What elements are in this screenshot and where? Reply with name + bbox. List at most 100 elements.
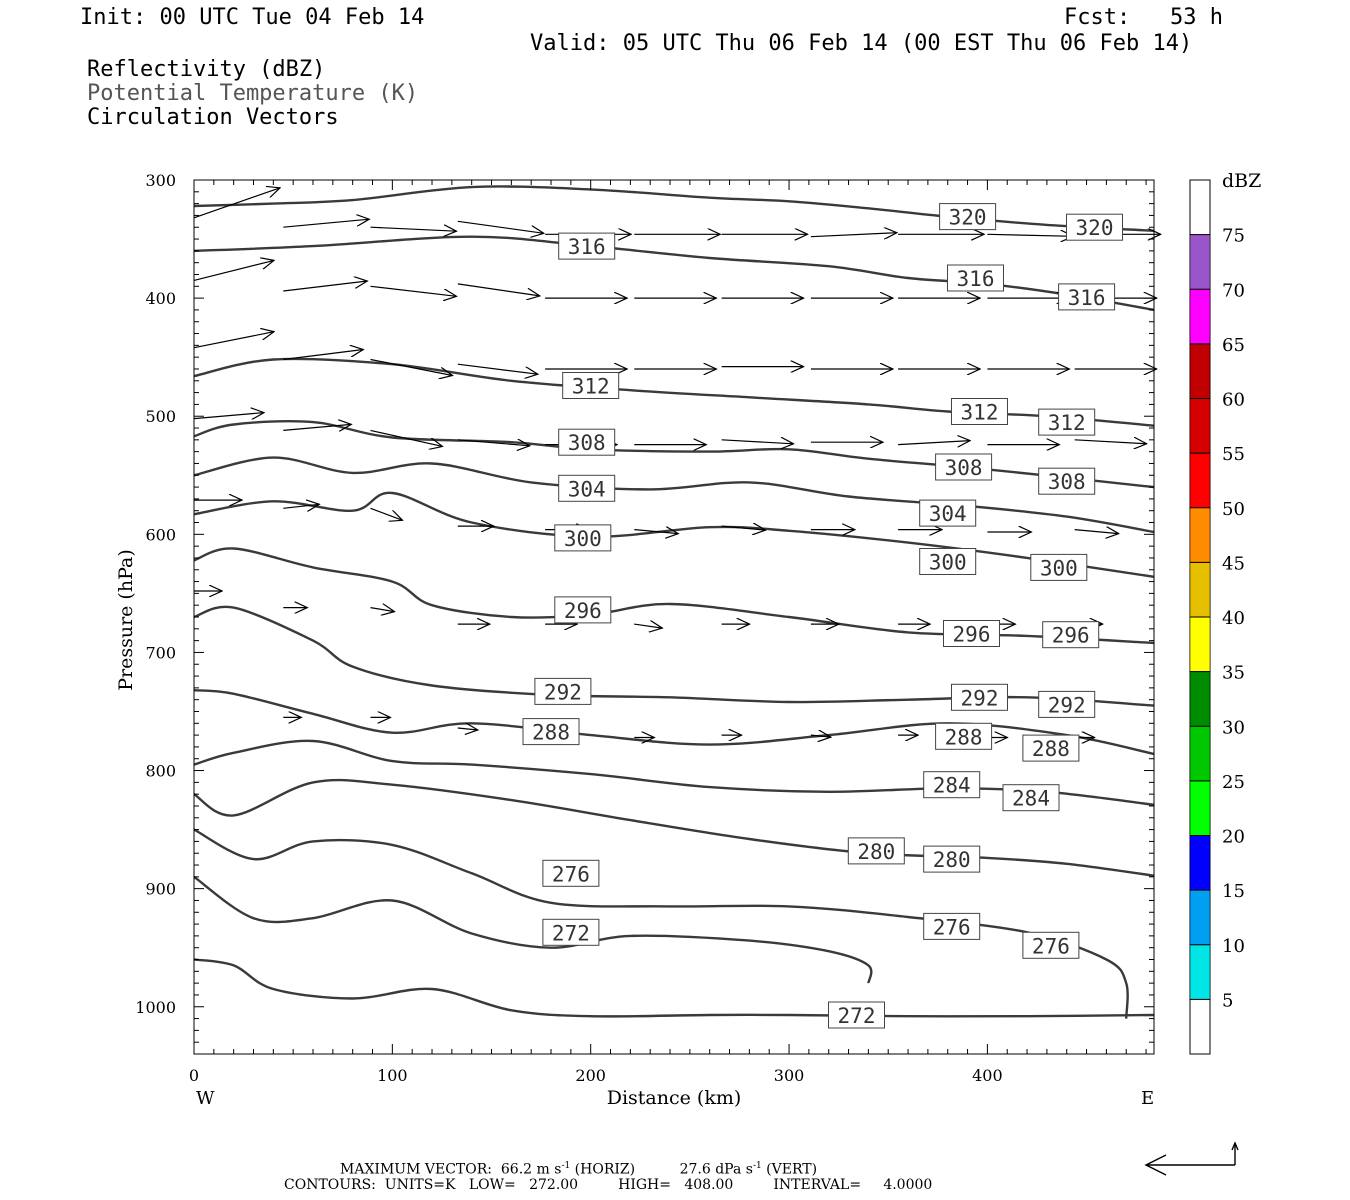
contour-label-box-30 — [923, 912, 981, 940]
colorbar-label-60: 60 — [1222, 390, 1245, 411]
contour-line-288 — [193, 689, 1155, 756]
circulation-vector-49 — [634, 530, 678, 534]
circulation-vector-57 — [370, 608, 395, 612]
contour-line-316 — [193, 235, 1155, 312]
contour-label-box-32 — [542, 918, 600, 946]
contour-lines — [193, 185, 1155, 1019]
contour-label-25: 284 — [933, 774, 971, 798]
contour-label-box-12 — [919, 499, 977, 527]
contour-label-13: 300 — [564, 527, 602, 551]
y-axis: 300 400 500 600 700 800 900 1000 — [135, 171, 1154, 1043]
colorbar-swatch-1 — [1189, 889, 1211, 945]
max-vector-label: MAXIMUM VECTOR: — [340, 1161, 492, 1178]
colorbar-swatch-13 — [1189, 234, 1211, 290]
circulation-vector-24 — [370, 358, 453, 376]
contour-label-box-2 — [558, 232, 616, 260]
colorbar-swatch-5 — [1189, 671, 1211, 727]
contour-label-box-7 — [1038, 408, 1096, 436]
contour-label-box-29 — [542, 859, 600, 887]
colorbar-label-25: 25 — [1222, 772, 1245, 793]
circulation-vector-36 — [457, 440, 530, 446]
colorbar-swatch-4 — [1189, 726, 1211, 782]
contour-label-3: 316 — [957, 267, 995, 291]
contour-label-box-3 — [947, 264, 1004, 292]
contour-label-6: 312 — [961, 401, 999, 425]
x-tick-label-200: 200 — [575, 1066, 606, 1085]
contour-label-30: 276 — [933, 915, 971, 939]
contour-label-box-18 — [1042, 621, 1100, 649]
colorbar-label-20: 20 — [1222, 827, 1245, 848]
contour-line-276 — [193, 828, 1129, 1019]
contour-label-17: 296 — [953, 623, 991, 647]
contour-label-box-25 — [923, 771, 981, 799]
circulation-vector-45 — [283, 504, 319, 508]
colorbar-label-75: 75 — [1222, 226, 1245, 247]
x-axis-label: Distance (km) — [607, 1087, 742, 1109]
contour-label-1: 320 — [1076, 216, 1114, 240]
circulation-vector-2 — [370, 227, 457, 231]
circulation-vector-35 — [370, 429, 443, 446]
contour-label-box-16 — [554, 596, 612, 624]
contour-label-22: 288 — [532, 721, 570, 745]
reference-vector-icon — [1144, 1141, 1239, 1176]
contour-label-box-15 — [1030, 553, 1088, 581]
horiz-superscript: -1 — [561, 1161, 571, 1171]
contour-line-292 — [193, 605, 1155, 707]
circulation-vector-13 — [370, 285, 457, 296]
circulation-vector-33 — [193, 413, 264, 419]
max-vector-horiz: 66.2 m s — [500, 1161, 562, 1178]
circulation-vector-11 — [193, 260, 274, 281]
field-potential-temperature: Potential Temperature (K) — [87, 81, 419, 106]
colorbar-label-40: 40 — [1222, 608, 1245, 629]
circulation-vector-1 — [283, 219, 369, 228]
colorbar-label-55: 55 — [1222, 444, 1245, 465]
x-axis: 0 100 200 300 400 — [189, 180, 1147, 1085]
contour-label-box-28 — [923, 845, 981, 873]
y-tick-label-500: 500 — [145, 407, 176, 426]
colorbar-swatch-11 — [1189, 343, 1211, 399]
contours-info: CONTOURS: UNITS=K LOW= 272.00 HIGH= 408.… — [284, 1177, 933, 1193]
contour-label-11: 304 — [568, 477, 606, 501]
contour-label-box-17 — [943, 620, 1000, 647]
colorbar-label-30: 30 — [1222, 717, 1245, 738]
contour-label-21: 292 — [1048, 693, 1086, 717]
contour-label-box-20 — [951, 683, 1008, 711]
colorbar: 5 10 15 20 25 30 35 40 45 50 55 60 65 70 75 — [1189, 179, 1245, 1055]
contour-label-box-11 — [558, 474, 616, 502]
y-tick-label-700: 700 — [145, 643, 176, 662]
contour-label-32: 272 — [552, 921, 590, 945]
contour-label-12: 304 — [929, 502, 967, 526]
max-vector-line: MAXIMUM VECTOR: 66.2 m s-1 (HORIZ) 27.6 … — [340, 1158, 817, 1178]
contour-label-2: 316 — [568, 235, 606, 259]
contour-line-308 — [193, 420, 1155, 489]
colorbar-unit: dBZ — [1222, 170, 1261, 192]
circulation-vector-54 — [1074, 530, 1119, 534]
horiz-unit: (HORIZ) — [570, 1161, 636, 1178]
contour-line-304 — [193, 456, 1155, 534]
circulation-vector-43 — [1074, 440, 1147, 444]
colorbar-label-65: 65 — [1222, 335, 1245, 356]
circulation-vector-34 — [283, 424, 351, 430]
contour-label-box-9 — [935, 453, 993, 481]
contour-label-box-31 — [1022, 931, 1080, 959]
contour-label-9: 308 — [945, 456, 983, 480]
contour-label-10: 308 — [1048, 470, 1086, 494]
contour-label-14: 300 — [929, 551, 967, 575]
forecast-hour: Fcst: 53 h — [1064, 5, 1223, 30]
colorbar-swatch-6 — [1189, 616, 1211, 672]
contour-label-box-13 — [554, 524, 612, 552]
colorbar-label-35: 35 — [1222, 663, 1245, 684]
contour-label-box-23 — [935, 722, 993, 750]
contour-label-27: 280 — [857, 840, 895, 864]
colorbar-swatch-10 — [1189, 398, 1211, 454]
contour-line-268 — [193, 958, 1155, 1018]
circulation-vector-22 — [193, 332, 274, 349]
circulation-vector-14 — [457, 283, 540, 296]
init-time: Init: 00 UTC Tue 04 Feb 14 — [80, 5, 425, 30]
west-label: W — [196, 1088, 215, 1109]
circulation-vector-25 — [457, 363, 538, 374]
circulation-vector-3 — [457, 220, 544, 233]
y-tick-label-1000: 1000 — [135, 998, 176, 1017]
colorbar-swatch-7 — [1189, 562, 1211, 618]
y-tick-label-400: 400 — [145, 289, 176, 308]
